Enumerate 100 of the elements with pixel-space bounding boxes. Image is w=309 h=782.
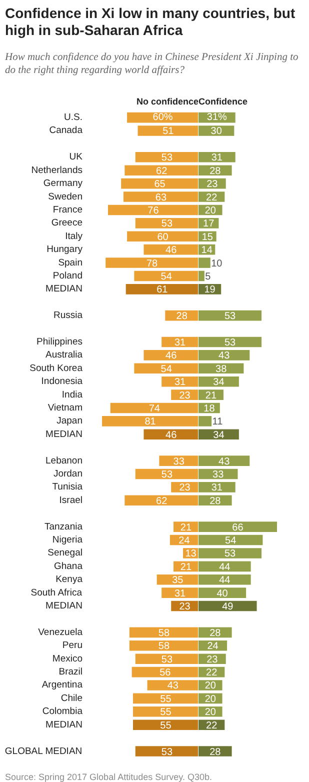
data-label: 58: [158, 641, 170, 652]
data-label: 21: [180, 522, 192, 534]
data-label: 21: [180, 562, 192, 573]
data-label: 46: [166, 430, 178, 441]
data-label: 53: [161, 746, 173, 758]
data-label: 58: [158, 628, 170, 639]
y-tick-label: Hungary: [46, 244, 83, 256]
y-tick-label: Chile: [60, 692, 83, 704]
y-tick-label: MEDIAN: [46, 284, 83, 295]
y-tick-label: Indonesia: [41, 376, 84, 388]
y-tick-label: MEDIAN: [46, 600, 83, 612]
y-tick-label: Colombia: [42, 706, 84, 718]
data-label: 62: [156, 496, 168, 507]
data-label: 54: [160, 364, 172, 375]
data-label: 22: [206, 720, 218, 732]
data-label: 19: [204, 284, 216, 296]
data-label: 33: [173, 456, 185, 468]
data-label: 15: [202, 232, 214, 243]
y-tick-label: MEDIAN: [46, 719, 83, 730]
data-label: 35: [172, 575, 184, 586]
data-label: 66: [232, 522, 244, 534]
data-label: 54: [160, 271, 172, 282]
data-label: 13: [185, 548, 197, 560]
data-label: 30: [210, 126, 222, 138]
data-label: 60%: [152, 112, 173, 124]
y-tick-label: Israel: [59, 494, 83, 506]
data-label: 20: [204, 205, 216, 216]
y-tick-label: Canada: [49, 125, 84, 136]
data-label: 31: [174, 377, 186, 388]
y-tick-label: Nigeria: [52, 534, 84, 546]
data-label: 65: [154, 179, 166, 190]
data-label: 49: [222, 602, 234, 613]
y-tick-label: GLOBAL MEDIAN: [4, 746, 82, 757]
data-label: 28: [210, 496, 222, 507]
data-label: 43: [167, 680, 179, 692]
data-label: 28: [210, 628, 222, 639]
y-tick-label: India: [62, 389, 84, 400]
y-tick-label: Peru: [62, 640, 83, 652]
data-label: 51: [162, 126, 174, 138]
data-label: 10: [211, 258, 223, 270]
data-label: 44: [219, 562, 231, 573]
y-tick-label: MEDIAN: [46, 428, 83, 440]
y-tick-label: Jordan: [53, 468, 83, 480]
data-label: 11: [212, 416, 224, 428]
y-tick-label: South Korea: [30, 362, 84, 374]
y-tick-label: Philippines: [36, 336, 83, 348]
data-label: 31: [174, 337, 186, 348]
y-tick-label: Tanzania: [44, 521, 84, 532]
data-label: 18: [204, 403, 216, 414]
data-label: 31: [174, 588, 186, 600]
data-label: 14: [201, 245, 213, 256]
y-tick-label: Mexico: [52, 653, 83, 664]
bar: [198, 416, 212, 426]
data-label: 20: [204, 680, 216, 692]
y-tick-label: Australia: [46, 350, 84, 361]
y-tick-label: Spain: [58, 257, 83, 268]
y-tick-label: Japan: [56, 416, 83, 427]
source-note: Source: Spring 2017 Global Attitudes Survey. Q30b.: [5, 771, 212, 782]
y-tick-label: UK: [69, 152, 84, 163]
data-label: 62: [156, 166, 168, 177]
data-label: 76: [148, 205, 160, 216]
data-label: 22: [206, 192, 218, 204]
series-label: Confidence: [198, 96, 248, 107]
y-tick-label: Kenya: [56, 574, 84, 586]
y-tick-label: Argentina: [42, 680, 84, 691]
data-label: 63: [155, 192, 167, 204]
series-label: No confidence: [136, 96, 199, 107]
data-label: 53: [224, 311, 236, 322]
data-label: 31: [211, 482, 223, 494]
data-label: 38: [216, 364, 228, 375]
data-label: 28: [210, 746, 222, 758]
data-label: 22: [206, 668, 218, 679]
y-tick-label: Greece: [51, 218, 83, 229]
data-label: 23: [179, 482, 191, 494]
data-label: 24: [207, 641, 219, 652]
data-label: 53: [224, 548, 236, 560]
y-tick-label: Sweden: [48, 191, 83, 202]
y-tick-label: U.S.: [64, 112, 83, 124]
chart-subtitle: How much confidence do you have in Chinese President Xi Jinping to do the right thing regarding world affairs?: [5, 51, 300, 77]
data-label: 20: [204, 694, 216, 705]
data-label: 33: [212, 470, 224, 481]
data-label: 43: [218, 456, 230, 468]
y-tick-label: Germany: [43, 178, 83, 190]
data-label: 53: [161, 654, 173, 666]
data-label: 31%: [206, 112, 228, 124]
y-tick-label: Venezuela: [38, 626, 84, 638]
y-tick-label: Vietnam: [48, 402, 83, 414]
data-label: 20: [204, 707, 216, 718]
chart-title: Confidence in Xi low in many countries, but high in sub-Saharan Africa: [5, 5, 296, 39]
data-label: 78: [146, 258, 158, 270]
data-label: 60: [157, 232, 169, 243]
bar: [198, 548, 262, 558]
data-label: 55: [160, 720, 172, 732]
data-label: 53: [161, 152, 173, 164]
data-label: 31: [211, 152, 223, 164]
data-label: 54: [225, 536, 237, 547]
data-label: 28: [210, 166, 222, 177]
data-label: 17: [203, 218, 215, 230]
data-label: 23: [206, 654, 218, 666]
data-label: 34: [213, 377, 225, 388]
